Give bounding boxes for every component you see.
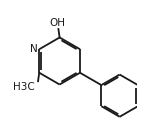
Text: H3C: H3C	[13, 82, 35, 92]
Text: OH: OH	[49, 18, 65, 28]
Text: N: N	[30, 44, 37, 54]
